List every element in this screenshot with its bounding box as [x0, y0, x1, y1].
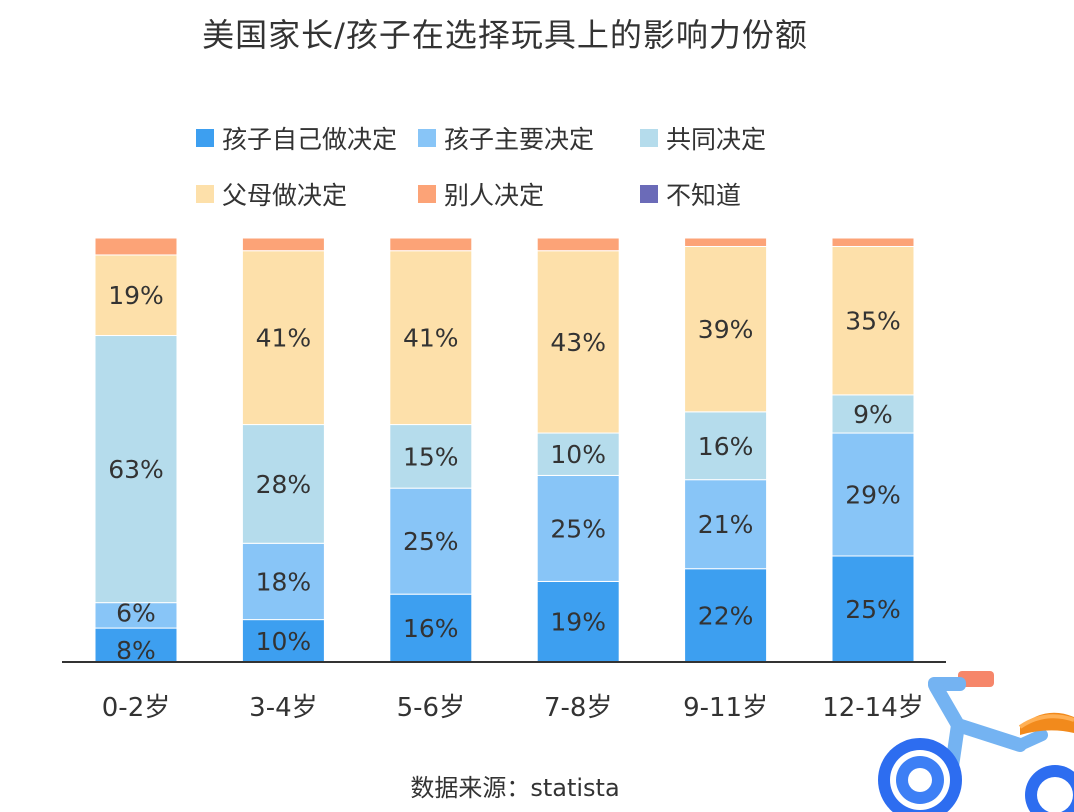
bar-segment: [831, 237, 915, 247]
data-label: 18%: [256, 567, 312, 596]
chart-title: 美国家长/孩子在选择玩具上的影响力份额: [202, 16, 808, 54]
data-label: 25%: [845, 595, 901, 624]
data-label: 63%: [108, 455, 164, 484]
x-tick-label: 9-11岁: [683, 693, 768, 723]
data-label: 39%: [698, 315, 754, 344]
data-label: 15%: [403, 442, 459, 471]
bar-segment: [831, 555, 915, 663]
legend-swatch: [640, 185, 658, 203]
legend-swatch: [640, 129, 658, 147]
legend-swatch: [418, 129, 436, 147]
chart-source: 数据来源：statista: [410, 774, 620, 802]
bar-segment: [241, 237, 325, 252]
x-tick-label: 0-2岁: [102, 693, 170, 723]
data-label: 25%: [550, 514, 606, 543]
data-label: 19%: [108, 281, 164, 310]
data-label: 22%: [698, 601, 754, 630]
bar-segment: [684, 245, 768, 413]
legend-label: 别人决定: [444, 181, 545, 210]
bar-segment: [536, 474, 620, 582]
legend-label: 共同决定: [666, 125, 767, 154]
bar-segment: [241, 619, 325, 663]
data-label: 19%: [550, 608, 606, 637]
bar-segment: [94, 237, 178, 256]
data-label: 10%: [550, 440, 606, 469]
stacked-bar-chart: 8% 6% 63% 19% 0-2岁 10% 18% 28% 41% 3-4岁 16% 25% 15% 4…: [62, 237, 946, 723]
x-tick-label: 3-4岁: [249, 693, 317, 723]
legend-label: 孩子主要决定: [444, 125, 595, 154]
bar-segment: [831, 394, 915, 434]
bar-segment: [389, 237, 473, 252]
data-label: 28%: [256, 470, 312, 499]
legend-item: 共同决定: [640, 120, 766, 156]
data-label: 8%: [116, 636, 156, 665]
bar-segment: [536, 432, 620, 476]
bar-segment: [94, 627, 178, 663]
bar-segment: [831, 245, 915, 396]
x-tick-label: 5-6岁: [397, 693, 465, 723]
legend-item: 孩子自己做决定: [196, 120, 397, 156]
bar-segment: [241, 542, 325, 621]
bar-segment: [684, 479, 768, 570]
bar-segment: [389, 250, 473, 426]
legend-swatch: [418, 185, 436, 203]
data-label: 6%: [116, 598, 156, 627]
legend-item: 父母做决定: [196, 176, 347, 212]
bar-segment: [684, 568, 768, 663]
bar-segment: [94, 335, 178, 604]
bar-segment: [831, 432, 915, 557]
legend-label: 孩子自己做决定: [222, 125, 398, 154]
bar-segment: [241, 424, 325, 544]
data-label: 35%: [845, 307, 901, 336]
legend-swatch: [196, 185, 214, 203]
data-label: 29%: [845, 481, 901, 510]
data-label: 10%: [256, 627, 312, 656]
data-label: 25%: [403, 527, 459, 556]
tricycle-icon: [878, 671, 1074, 812]
bar-segment: [684, 411, 768, 481]
bar-segment: [94, 254, 178, 337]
bar-segment: [389, 424, 473, 489]
legend-swatch: [196, 129, 214, 147]
x-tick-label: 12-14岁: [822, 693, 924, 723]
legend-label: 不知道: [666, 181, 742, 210]
data-label: 21%: [698, 510, 754, 539]
x-tick-label: 7-8岁: [544, 693, 612, 723]
data-label: 9%: [853, 400, 893, 429]
data-label: 41%: [403, 324, 459, 353]
bar-segment: [684, 237, 768, 247]
legend-item: 孩子主要决定: [418, 120, 594, 156]
legend-item: 别人决定: [418, 176, 544, 212]
data-label: 16%: [698, 432, 754, 461]
legend-item: 不知道: [640, 176, 741, 212]
bar-segment: [536, 237, 620, 252]
data-label: 41%: [256, 324, 312, 353]
legend-label: 父母做决定: [222, 181, 348, 210]
bar-segment: [536, 250, 620, 434]
bar-segment: [536, 580, 620, 663]
data-label: 43%: [550, 328, 606, 357]
data-label: 16%: [403, 614, 459, 643]
bar-segment: [94, 602, 178, 629]
